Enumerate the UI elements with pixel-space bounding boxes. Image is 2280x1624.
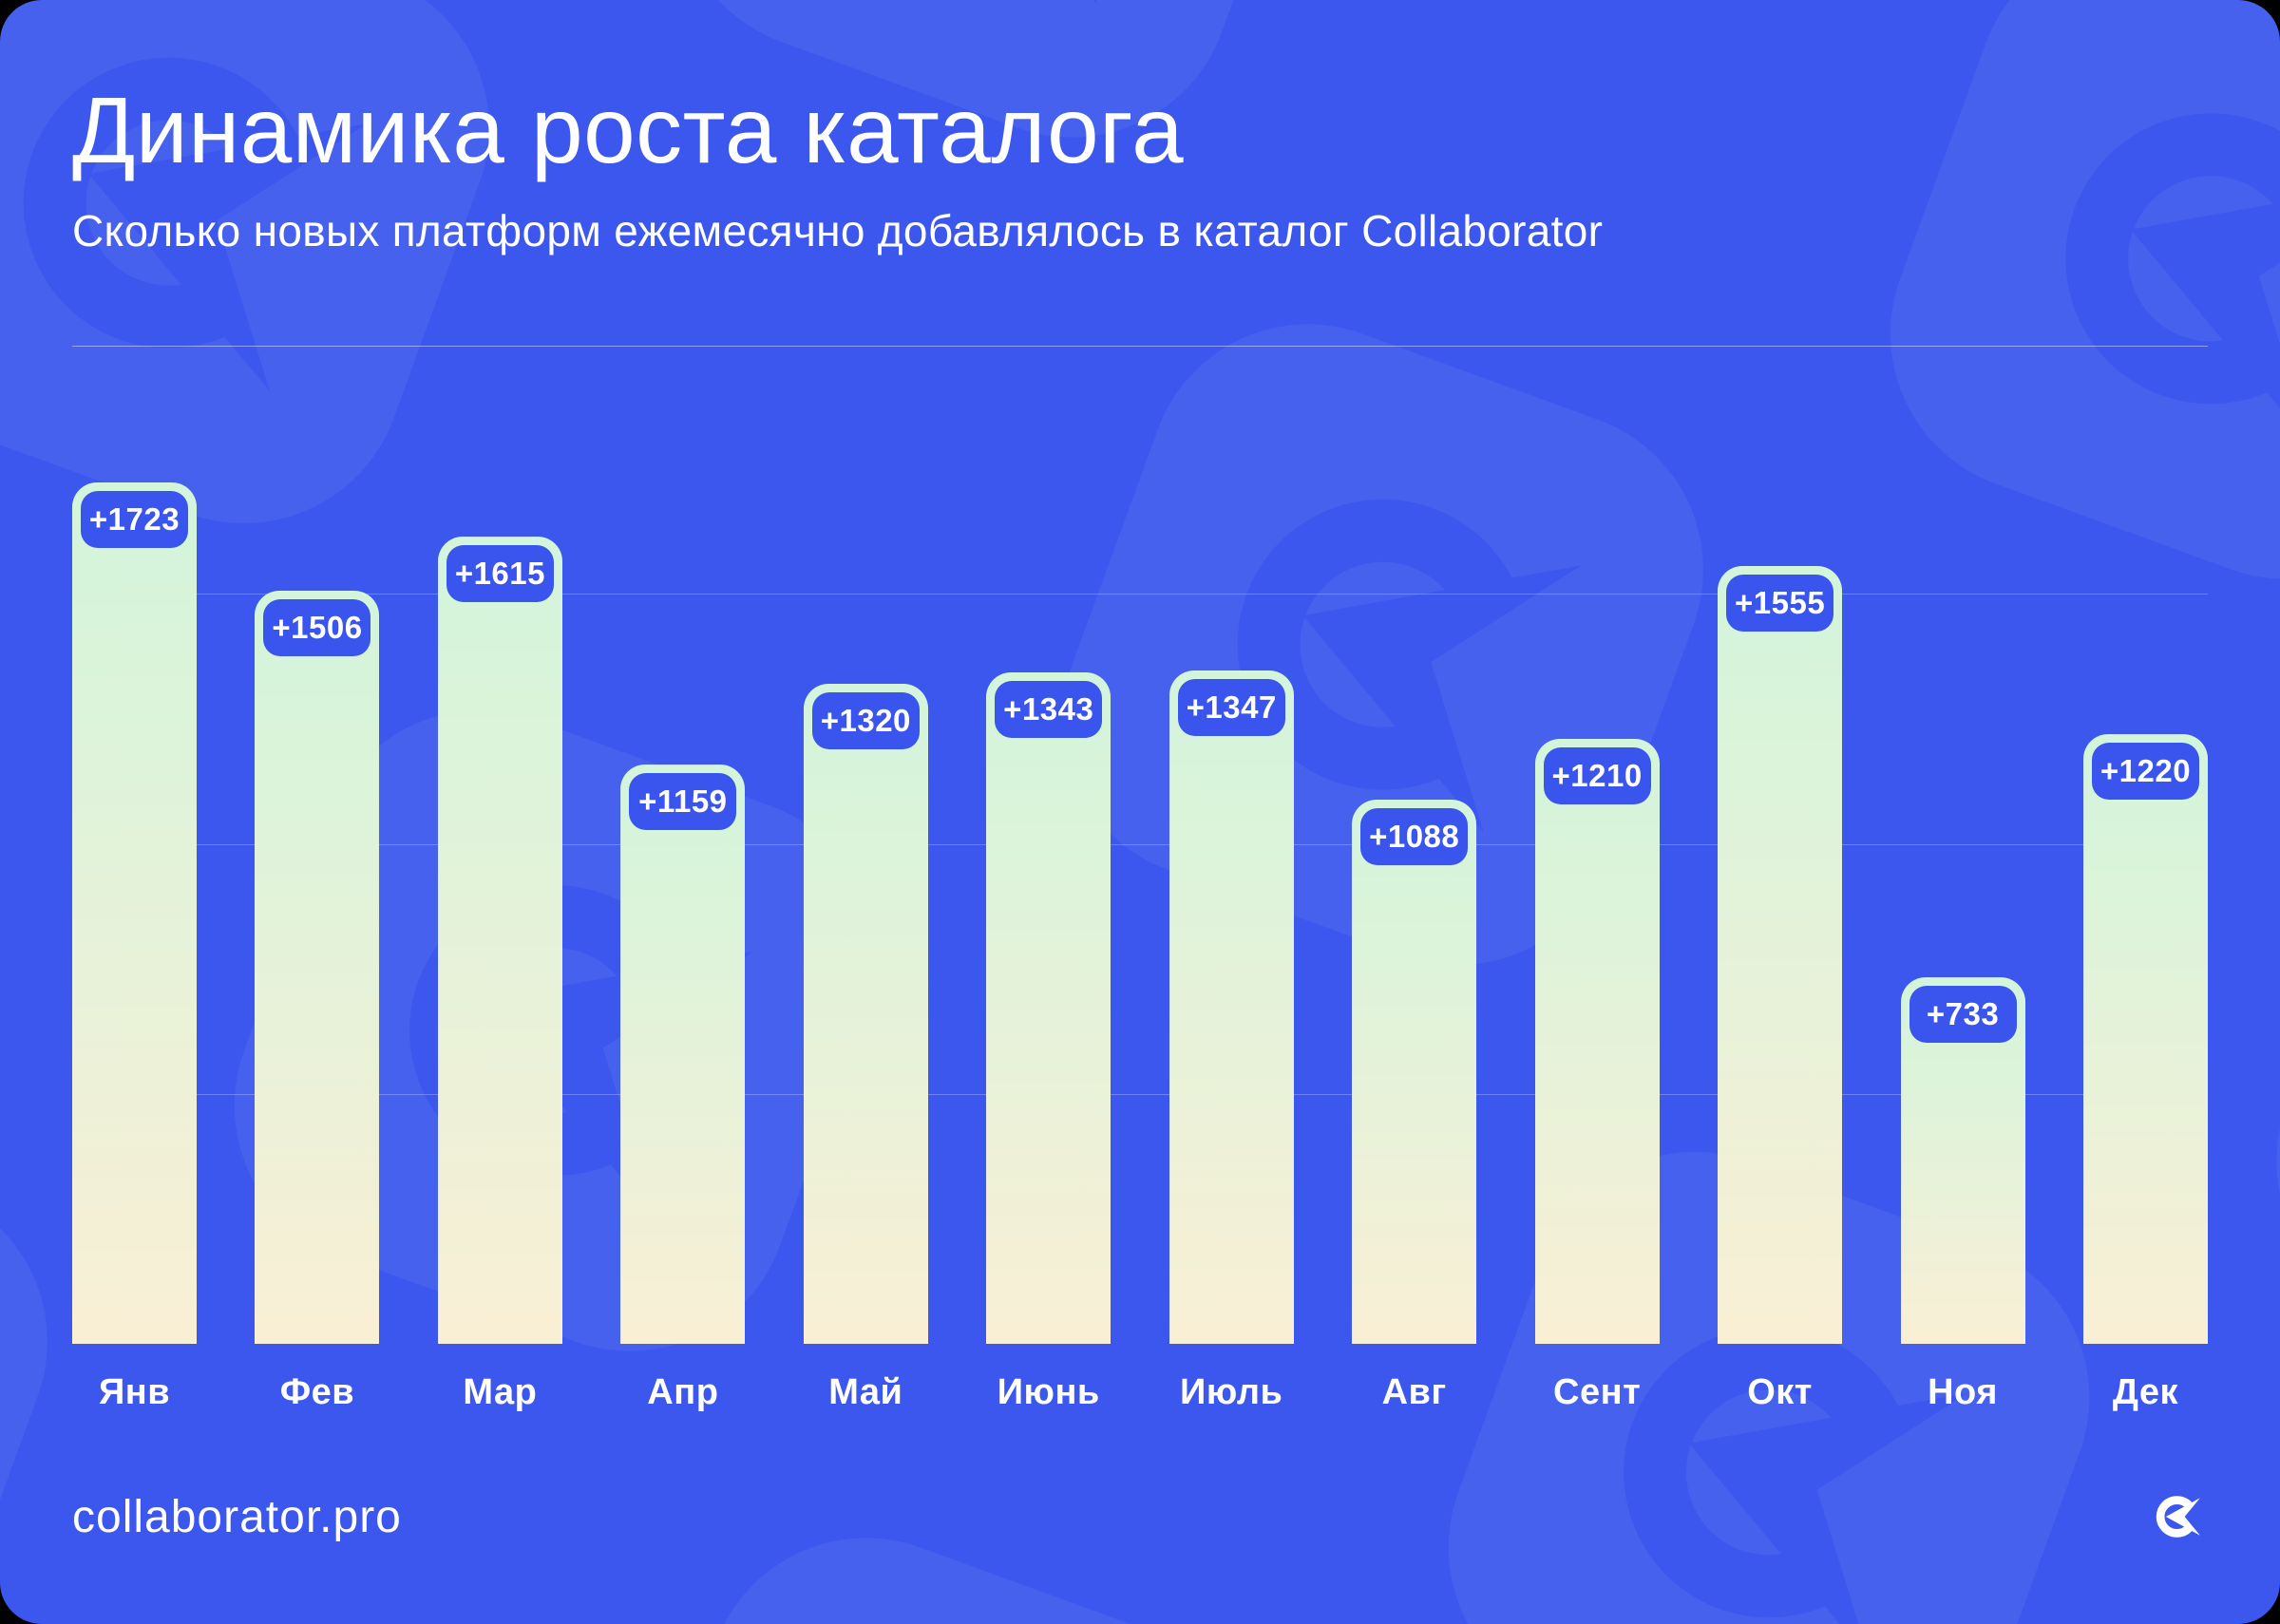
month-label: Авг xyxy=(1381,1372,1447,1412)
bar-column: +1506 Фев xyxy=(255,591,380,1414)
value-badge: +1159 xyxy=(629,773,737,830)
month-label: Ноя xyxy=(1928,1372,1998,1412)
month-label: Дек xyxy=(2112,1372,2179,1412)
month-label: Июнь xyxy=(997,1372,1100,1412)
bar-column: +1555 Окт xyxy=(1718,566,1843,1414)
month-label: Сент xyxy=(1553,1372,1642,1412)
page-title: Динамика роста каталога xyxy=(72,78,1185,182)
value-badge: +1210 xyxy=(1543,747,1651,804)
bars-row: +1723 Янв +1506 Фев +1615 Мар +1159 Апр +1320 Май… xyxy=(72,482,2208,1414)
collaborator-logo-icon xyxy=(2156,1496,2200,1538)
value-badge: +1088 xyxy=(1360,808,1469,865)
month-label: Май xyxy=(828,1372,903,1412)
bar-column: +1347 Июль xyxy=(1168,670,1294,1414)
bar: +1343 xyxy=(986,672,1112,1344)
month-label: Июль xyxy=(1180,1372,1283,1412)
bar: +1320 xyxy=(803,684,928,1344)
bar: +1347 xyxy=(1168,670,1294,1344)
value-badge: +1555 xyxy=(1726,575,1834,632)
month-label: Янв xyxy=(98,1372,171,1412)
bar: +1506 xyxy=(255,591,380,1344)
bar-column: +1220 Дек xyxy=(2082,734,2208,1414)
bar: +1210 xyxy=(1534,739,1660,1344)
footer-site: collaborator.pro xyxy=(72,1491,402,1542)
bar: +1220 xyxy=(2082,734,2208,1344)
bar-column: +1159 Апр xyxy=(620,765,746,1414)
month-label: Апр xyxy=(647,1372,719,1412)
month-label: Окт xyxy=(1747,1372,1813,1412)
bar-column: +1088 Авг xyxy=(1352,800,1477,1414)
value-badge: +1506 xyxy=(263,599,371,656)
bar-column: +1723 Янв xyxy=(72,482,197,1414)
bar-column: +733 Ноя xyxy=(1900,977,2025,1414)
month-label: Фев xyxy=(279,1372,355,1412)
header: Динамика роста каталога Сколько новых пл… xyxy=(72,78,2208,257)
footer: collaborator.pro xyxy=(72,1489,2208,1544)
month-label: Мар xyxy=(463,1372,538,1412)
value-badge: +1343 xyxy=(995,681,1103,738)
page-subtitle: Сколько новых платформ ежемесячно добавл… xyxy=(72,205,1604,255)
value-badge: +1220 xyxy=(2091,743,2199,800)
bar: +733 xyxy=(1900,977,2025,1344)
value-badge: +1347 xyxy=(1177,679,1285,736)
bar: +1555 xyxy=(1718,566,1843,1344)
value-badge: +733 xyxy=(1909,986,2017,1043)
bar-column: +1343 Июнь xyxy=(986,672,1112,1414)
bar-column: +1210 Сент xyxy=(1534,739,1660,1414)
bar-column: +1615 Мар xyxy=(437,537,562,1414)
value-badge: +1723 xyxy=(81,491,188,548)
value-badge: +1615 xyxy=(446,545,554,602)
bar: +1615 xyxy=(437,537,562,1344)
bar: +1159 xyxy=(620,765,746,1344)
bar: +1723 xyxy=(72,482,197,1344)
bar: +1088 xyxy=(1352,800,1477,1344)
value-badge: +1320 xyxy=(811,692,920,749)
bar-chart: +1723 Янв +1506 Фев +1615 Мар +1159 Апр +1320 Май… xyxy=(72,347,2208,1414)
bar-column: +1320 Май xyxy=(803,684,928,1414)
